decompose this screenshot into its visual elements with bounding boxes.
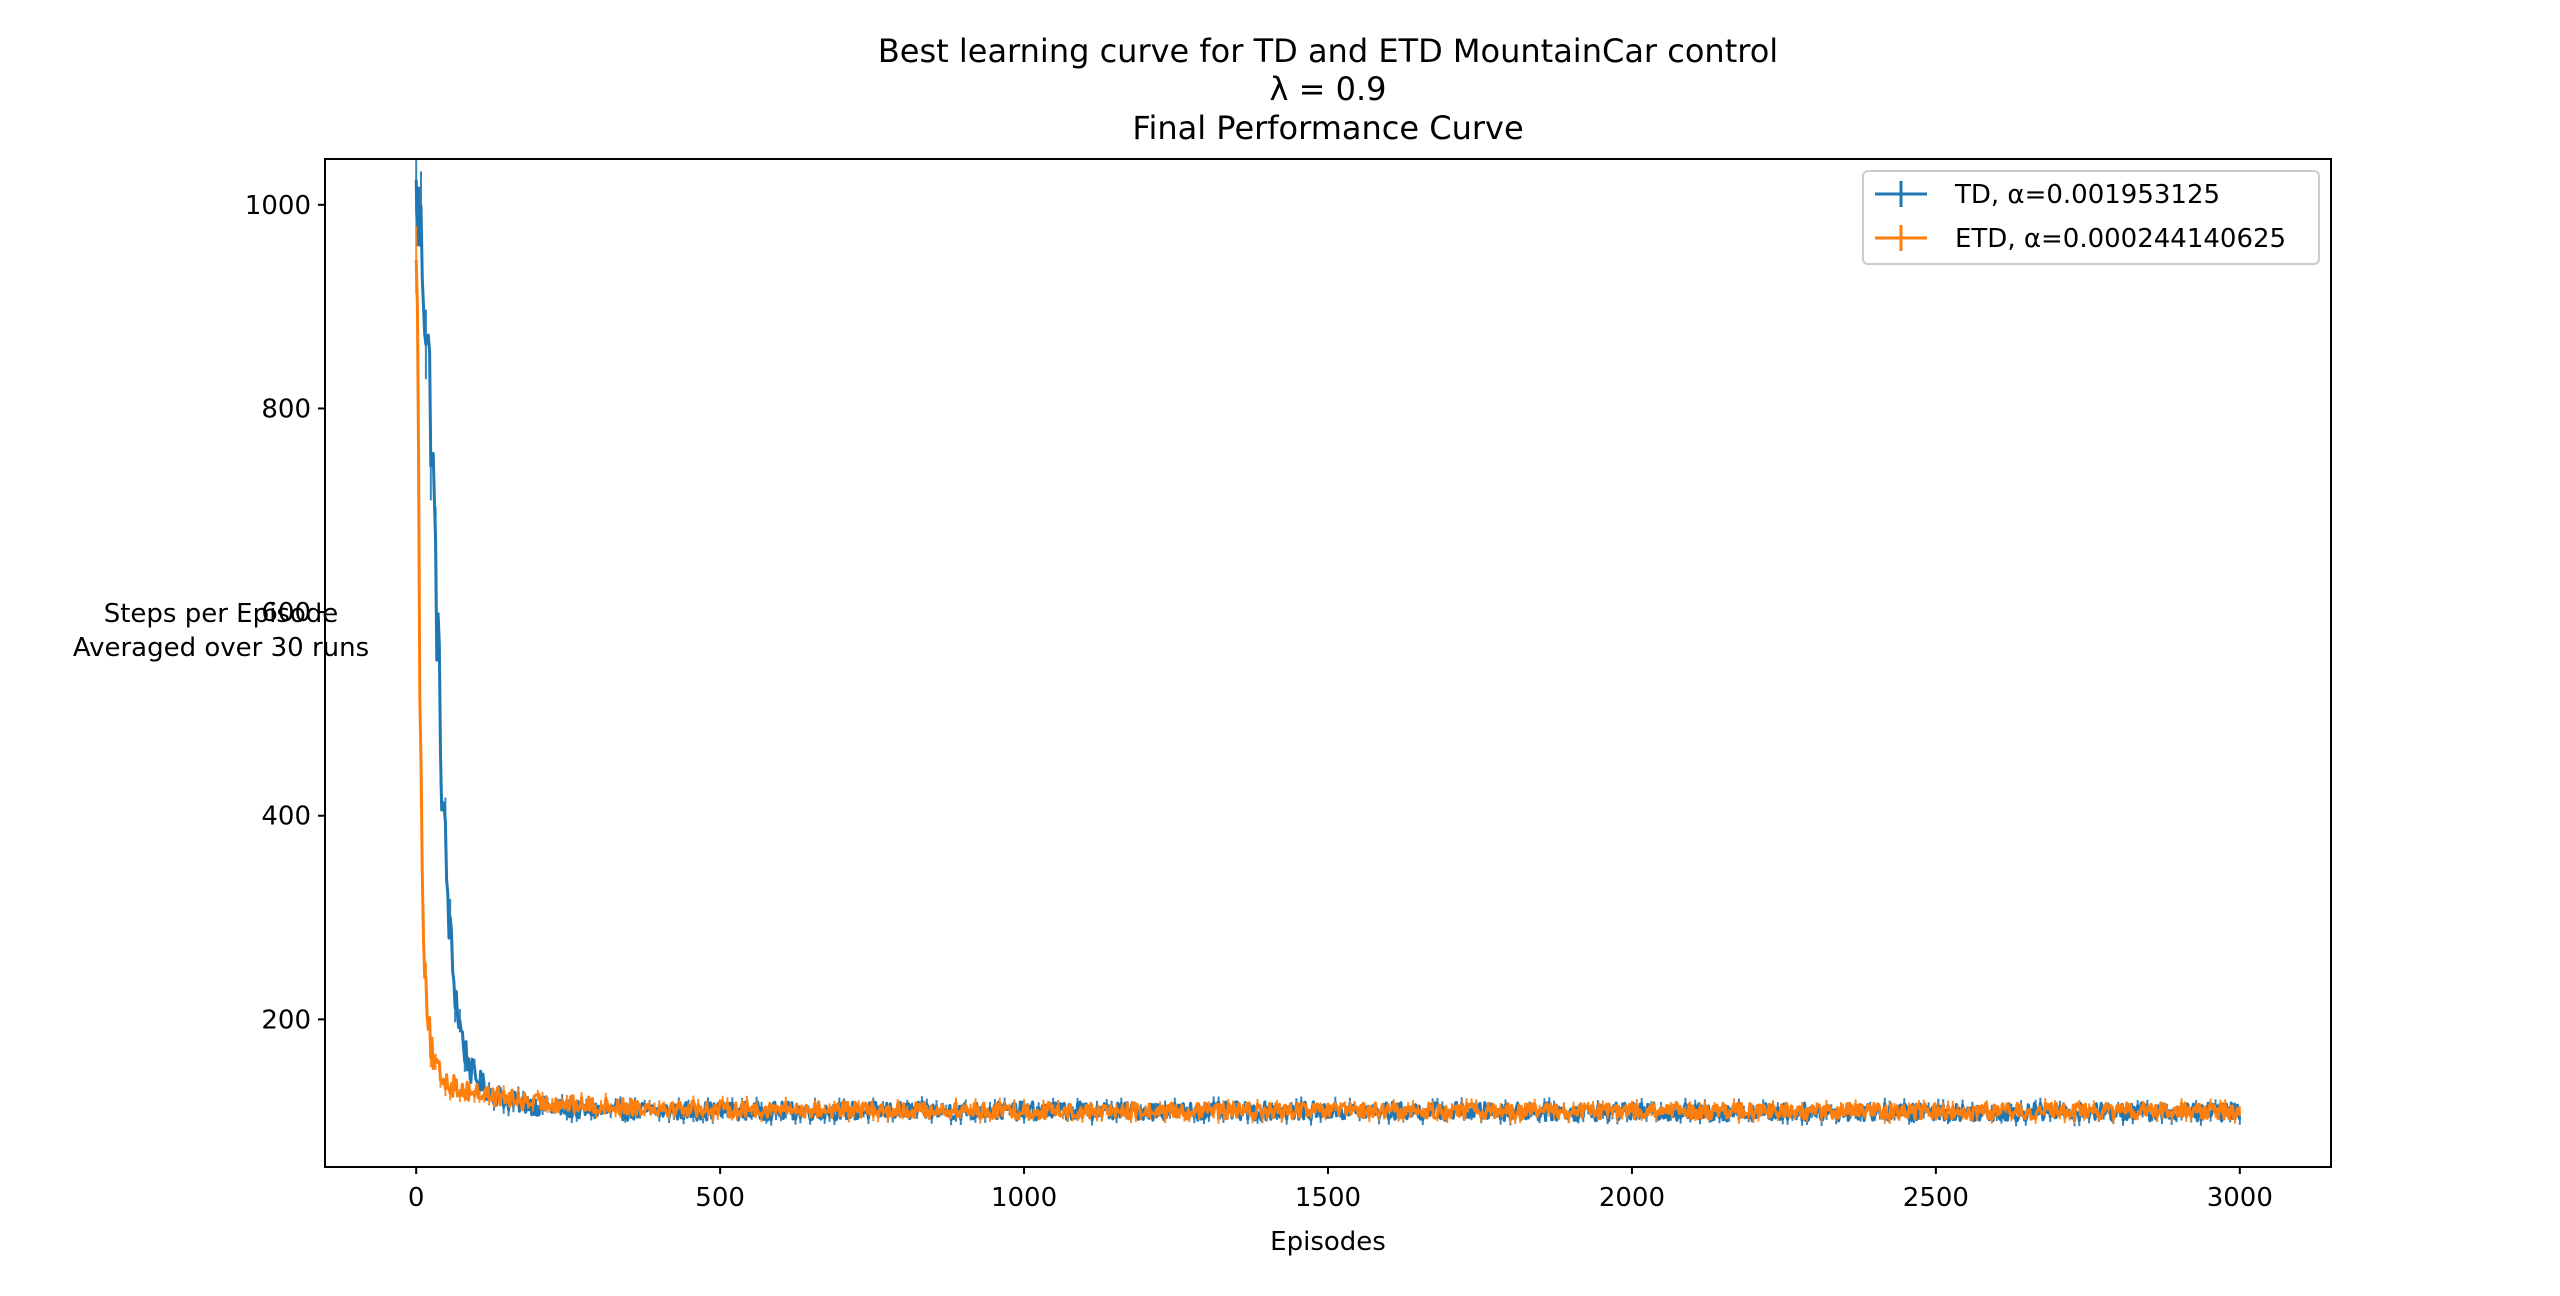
x-tick-label: 500 [695,1183,745,1213]
x-tick-label: 2500 [1903,1183,1969,1213]
series-etd [414,225,2242,1124]
x-axis-ticks: 0 500 1000 1500 2000 2500 3000 [408,1167,2273,1213]
series-layer [414,159,2242,1127]
y-axis-label: Steps per Episode Averaged over 30 runs [73,599,369,663]
y-tick-label: 200 [261,1005,311,1035]
legend-etd-label: ETD, α=0.000244140625 [1955,224,2286,254]
x-tick-label: 1000 [991,1183,1057,1213]
legend-td-label: TD, α=0.001953125 [1954,180,2220,210]
x-tick-label: 3000 [2207,1183,2273,1213]
series-line [414,260,2242,1121]
x-tick-label: 0 [408,1183,425,1213]
legend-item-td: TD, α=0.001953125 [1875,180,2220,210]
x-tick-label: 1500 [1295,1183,1361,1213]
y-tick-label: 600 [261,598,311,628]
chart-title-line-1: Best learning curve for TD and ETD Mount… [878,32,1778,70]
y-axis-label-line-2: Averaged over 30 runs [73,633,369,663]
chart-title: Best learning curve for TD and ETD Mount… [878,32,1778,147]
y-tick-label: 400 [261,802,311,832]
y-tick-label: 1000 [245,191,311,221]
y-axis-ticks: 200 400 600 800 1000 [245,191,325,1035]
x-axis-label: Episodes [1270,1227,1386,1257]
y-axis-label-line-1: Steps per Episode [104,599,339,629]
legend-box [1862,170,2320,265]
chart-title-line-3: Final Performance Curve [1132,109,1523,147]
legend: TD, α=0.001953125 ETD, α=0.000244140625 [1862,170,2320,265]
chart-title-line-2: λ = 0.9 [1270,70,1387,108]
legend-item-etd: ETD, α=0.000244140625 [1875,224,2286,254]
y-tick-label: 800 [261,394,311,424]
x-tick-label: 2000 [1599,1183,1665,1213]
